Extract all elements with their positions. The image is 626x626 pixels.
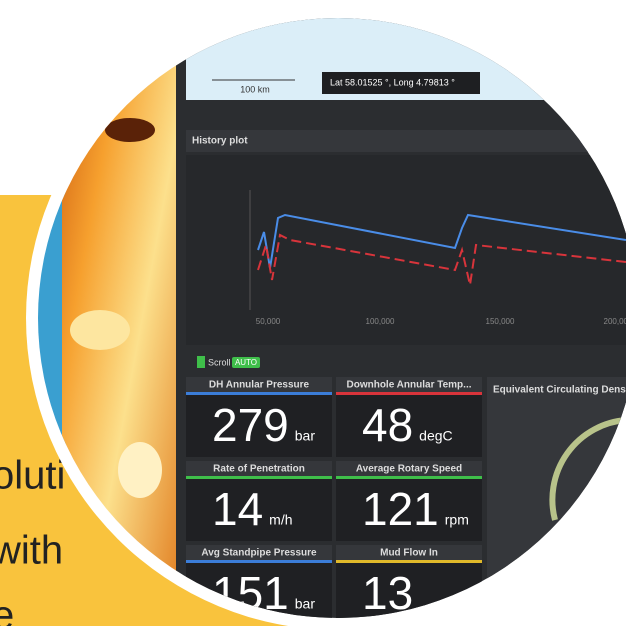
tile-accent xyxy=(186,476,332,479)
tile-value: 279 xyxy=(212,399,289,451)
plot-line xyxy=(257,233,626,286)
scroll-mode-label: AUTO xyxy=(235,358,257,367)
caption-line: e xyxy=(0,594,14,626)
tile-value: 48 xyxy=(362,399,413,451)
plot-line xyxy=(257,213,626,269)
tile-title: Avg Standpipe Pressure xyxy=(201,548,317,559)
heat-spot xyxy=(70,310,130,350)
caption-line: oluti xyxy=(0,454,65,498)
tile-title: Mud Flow In xyxy=(380,548,438,559)
plot-title: History plot xyxy=(192,136,248,147)
x-tick-label: 100,000 xyxy=(366,317,395,326)
tile-accent xyxy=(186,392,332,395)
heat-spot xyxy=(118,442,162,498)
tile-unit: rpm xyxy=(445,512,469,528)
tile-accent xyxy=(336,392,482,395)
tile-unit: degC xyxy=(419,428,452,444)
tile-value: 13 xyxy=(362,567,413,619)
x-tick-label: 50,000 xyxy=(256,317,281,326)
scroll-mode[interactable] xyxy=(232,357,260,368)
gauge-arc xyxy=(549,417,626,521)
tile-accent xyxy=(336,476,482,479)
caption-line: with xyxy=(0,529,63,573)
tile-accent xyxy=(336,560,482,563)
tile-unit: bar xyxy=(295,596,316,612)
tile-accent xyxy=(186,560,332,563)
tile-header xyxy=(186,545,332,561)
tile-value: 121 xyxy=(362,483,439,535)
ecd-panel xyxy=(487,377,626,618)
map-coords: Lat 58.01525 °, Long 4.79813 ° xyxy=(330,77,455,87)
x-tick-label: 150,000 xyxy=(486,317,515,326)
x-tick-label: 200,000 xyxy=(604,317,626,326)
tile-title: Average Rotary Speed xyxy=(356,464,462,475)
plot-area xyxy=(186,155,626,345)
tile-title: DH Annular Pressure xyxy=(209,380,310,391)
tile-header xyxy=(336,461,482,477)
tile-header xyxy=(336,377,482,393)
ecd-title: Equivalent Circulating Density xyxy=(493,385,626,396)
plot-header xyxy=(186,130,626,152)
heat-spot xyxy=(105,118,155,142)
tile-value: 14 xyxy=(212,483,263,535)
map-scale: 100 km xyxy=(240,84,270,94)
tile-header xyxy=(186,461,332,477)
tile-title: Downhole Annular Temp... xyxy=(347,380,472,391)
circle-content: 100 km Lat 58.01525 °, Long 4.79813 ° Hi… xyxy=(38,18,626,619)
tile-header xyxy=(336,545,482,561)
tile-header xyxy=(186,377,332,393)
tile-unit: bar xyxy=(295,428,316,444)
tile-title: Rate of Penetration xyxy=(213,464,305,475)
tile-unit: m/h xyxy=(269,512,292,528)
scroll-label: Scroll xyxy=(208,357,231,367)
scroll-icon[interactable] xyxy=(197,356,205,368)
coords-box xyxy=(322,72,480,94)
tiles: DH Annular Pressure 279 bar Downhole Annula… xyxy=(186,377,482,619)
